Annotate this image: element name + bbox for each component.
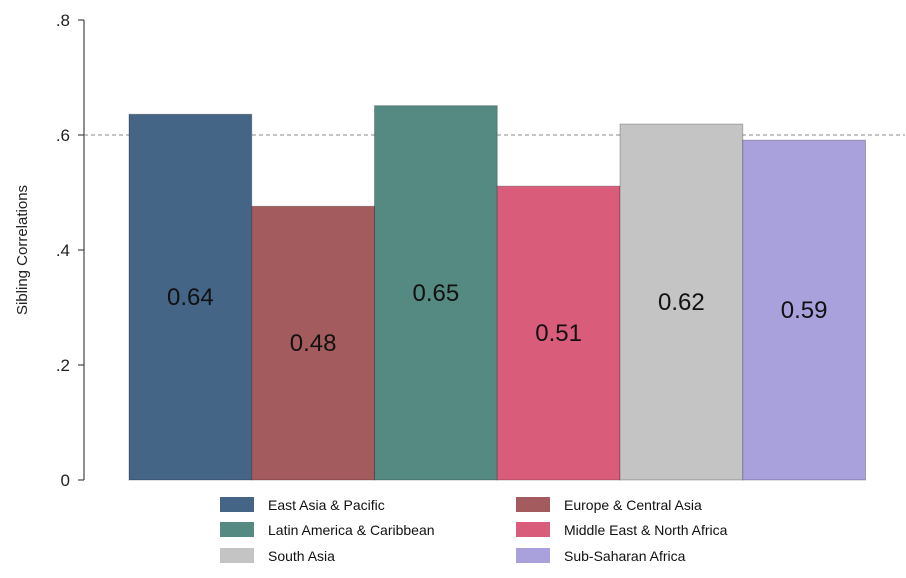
y-tick-label: .8 (56, 11, 70, 30)
legend-label: East Asia & Pacific (268, 497, 385, 513)
bar-value-label: 0.59 (781, 297, 828, 324)
legend-label: Middle East & North Africa (564, 522, 728, 538)
legend-swatch (220, 548, 254, 563)
bar-value-label: 0.62 (658, 289, 705, 316)
bar-value-label: 0.64 (167, 284, 214, 311)
legend-label: Europe & Central Asia (564, 497, 702, 513)
legend-label: Latin America & Caribbean (268, 522, 435, 538)
legend-label: Sub-Saharan Africa (564, 548, 686, 564)
y-tick-label: .2 (56, 356, 70, 375)
legend-swatch (516, 548, 550, 563)
bar (374, 105, 498, 481)
legend-label: South Asia (268, 548, 335, 564)
bar (128, 113, 253, 481)
y-tick-label: 0 (61, 471, 70, 490)
y-tick-label: .4 (56, 241, 70, 260)
y-axis-title: Sibling Correlations (14, 185, 31, 315)
bar (251, 205, 375, 481)
bar-value-label: 0.65 (413, 280, 460, 307)
legend: East Asia & Pacific Europe & Central Asia… (220, 497, 728, 564)
bar (619, 123, 744, 481)
bar-value-label: 0.51 (535, 320, 582, 347)
y-tick-label: .6 (56, 126, 70, 145)
bar (742, 139, 866, 481)
legend-swatch (516, 497, 550, 512)
plot-area: 0 .2 .4 .6 .8 0.64 0.48 0.65 0.51 0.62 0.59 (56, 11, 905, 490)
bar-value-label: 0.48 (290, 330, 337, 357)
legend-swatch (220, 497, 254, 512)
legend-swatch (220, 522, 254, 537)
legend-swatch (516, 522, 550, 537)
